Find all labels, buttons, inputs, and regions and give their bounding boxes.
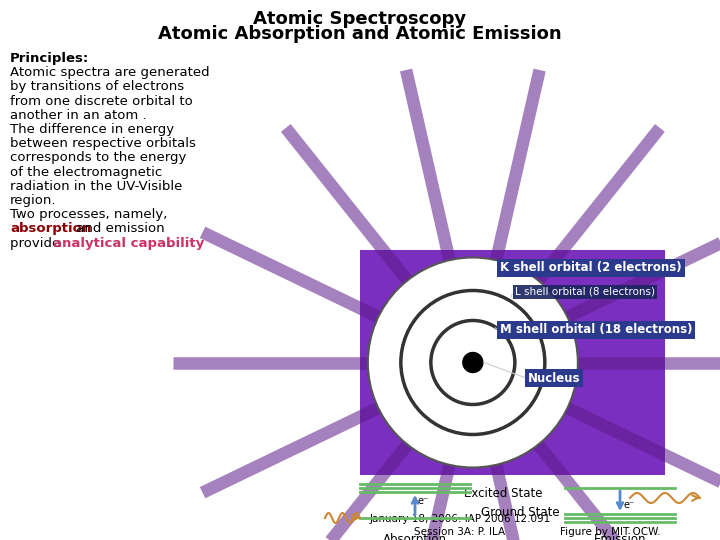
Circle shape bbox=[401, 291, 545, 435]
Text: Emission: Emission bbox=[594, 533, 647, 540]
Text: radiation in the UV-Visible: radiation in the UV-Visible bbox=[10, 180, 182, 193]
Text: absorption: absorption bbox=[10, 222, 91, 235]
Text: Nucleus: Nucleus bbox=[528, 372, 580, 384]
Text: Ground State: Ground State bbox=[481, 505, 559, 518]
Text: .: . bbox=[168, 237, 172, 249]
Text: of the electromagnetic: of the electromagnetic bbox=[10, 166, 162, 179]
Text: L shell orbital (8 electrons): L shell orbital (8 electrons) bbox=[515, 287, 655, 297]
Text: Atomic Absorption and Atomic Emission: Atomic Absorption and Atomic Emission bbox=[158, 25, 562, 43]
Text: e⁻: e⁻ bbox=[418, 496, 429, 506]
Text: region.: region. bbox=[10, 194, 56, 207]
Text: Figure by MIT OCW.: Figure by MIT OCW. bbox=[559, 527, 660, 537]
Circle shape bbox=[463, 353, 483, 373]
Text: analytical capability: analytical capability bbox=[53, 237, 204, 249]
FancyBboxPatch shape bbox=[360, 250, 665, 475]
Text: The difference in energy: The difference in energy bbox=[10, 123, 174, 136]
Circle shape bbox=[431, 321, 515, 404]
Text: Atomic spectra are generated: Atomic spectra are generated bbox=[10, 66, 210, 79]
Text: January 18, 2006: IAP 2006 12.091
Session 3A: P. ILA: January 18, 2006: IAP 2006 12.091 Sessio… bbox=[369, 514, 551, 537]
Circle shape bbox=[368, 258, 578, 468]
Text: K shell orbital (2 electrons): K shell orbital (2 electrons) bbox=[500, 261, 682, 274]
Text: e⁻: e⁻ bbox=[623, 500, 634, 510]
Text: between respective orbitals: between respective orbitals bbox=[10, 137, 196, 150]
Text: from one discrete orbital to: from one discrete orbital to bbox=[10, 94, 193, 107]
Text: Excited State: Excited State bbox=[464, 487, 542, 500]
Text: Principles:: Principles: bbox=[10, 52, 89, 65]
Text: another in an atom .: another in an atom . bbox=[10, 109, 147, 122]
Text: Absorption: Absorption bbox=[383, 533, 447, 540]
Text: M shell orbital (18 electrons): M shell orbital (18 electrons) bbox=[500, 323, 693, 336]
Text: Atomic Spectroscopy: Atomic Spectroscopy bbox=[253, 10, 467, 28]
Text: provide: provide bbox=[10, 237, 65, 249]
Text: corresponds to the energy: corresponds to the energy bbox=[10, 151, 186, 164]
Text: Two processes, namely,: Two processes, namely, bbox=[10, 208, 167, 221]
Text: and emission: and emission bbox=[72, 222, 165, 235]
Text: by transitions of electrons: by transitions of electrons bbox=[10, 80, 184, 93]
